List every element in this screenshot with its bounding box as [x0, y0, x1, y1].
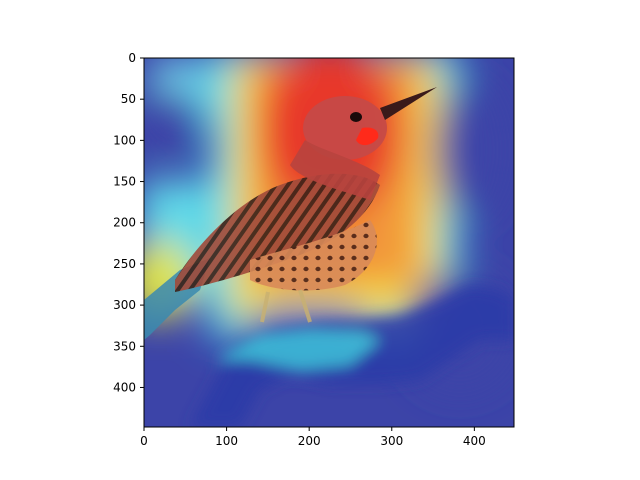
- y-tick-label: 50: [121, 92, 136, 106]
- x-tick-label: 0: [140, 434, 148, 448]
- bird-cheek: [356, 127, 379, 146]
- y-tick-label: 200: [113, 216, 136, 230]
- branch: [190, 285, 514, 427]
- axes-frame: [143, 57, 515, 428]
- x-tick-label: 400: [463, 434, 486, 448]
- y-tick-label: 100: [113, 133, 136, 147]
- bird-wing: [175, 173, 380, 292]
- bird-neck: [290, 140, 380, 200]
- x-tick-label: 300: [380, 434, 403, 448]
- bird: [144, 87, 437, 340]
- x-tick-label: 100: [215, 434, 238, 448]
- y-axis: 0 50 100 150 200 250 300 350 400: [113, 51, 144, 394]
- y-tick-label: 300: [113, 298, 136, 312]
- y-tick-label: 150: [113, 175, 136, 189]
- x-tick-label: 200: [298, 434, 321, 448]
- bird-belly: [250, 220, 377, 291]
- bird-beak: [380, 87, 437, 120]
- y-tick-label: 400: [113, 380, 136, 394]
- y-tick-label: 350: [113, 339, 136, 353]
- x-axis: 0 100 200 300 400: [140, 427, 486, 448]
- image-area: [144, 58, 514, 427]
- y-tick-label: 0: [128, 51, 136, 65]
- y-tick-label: 250: [113, 257, 136, 271]
- bird-eye: [350, 112, 362, 122]
- bird-legs: [260, 289, 312, 323]
